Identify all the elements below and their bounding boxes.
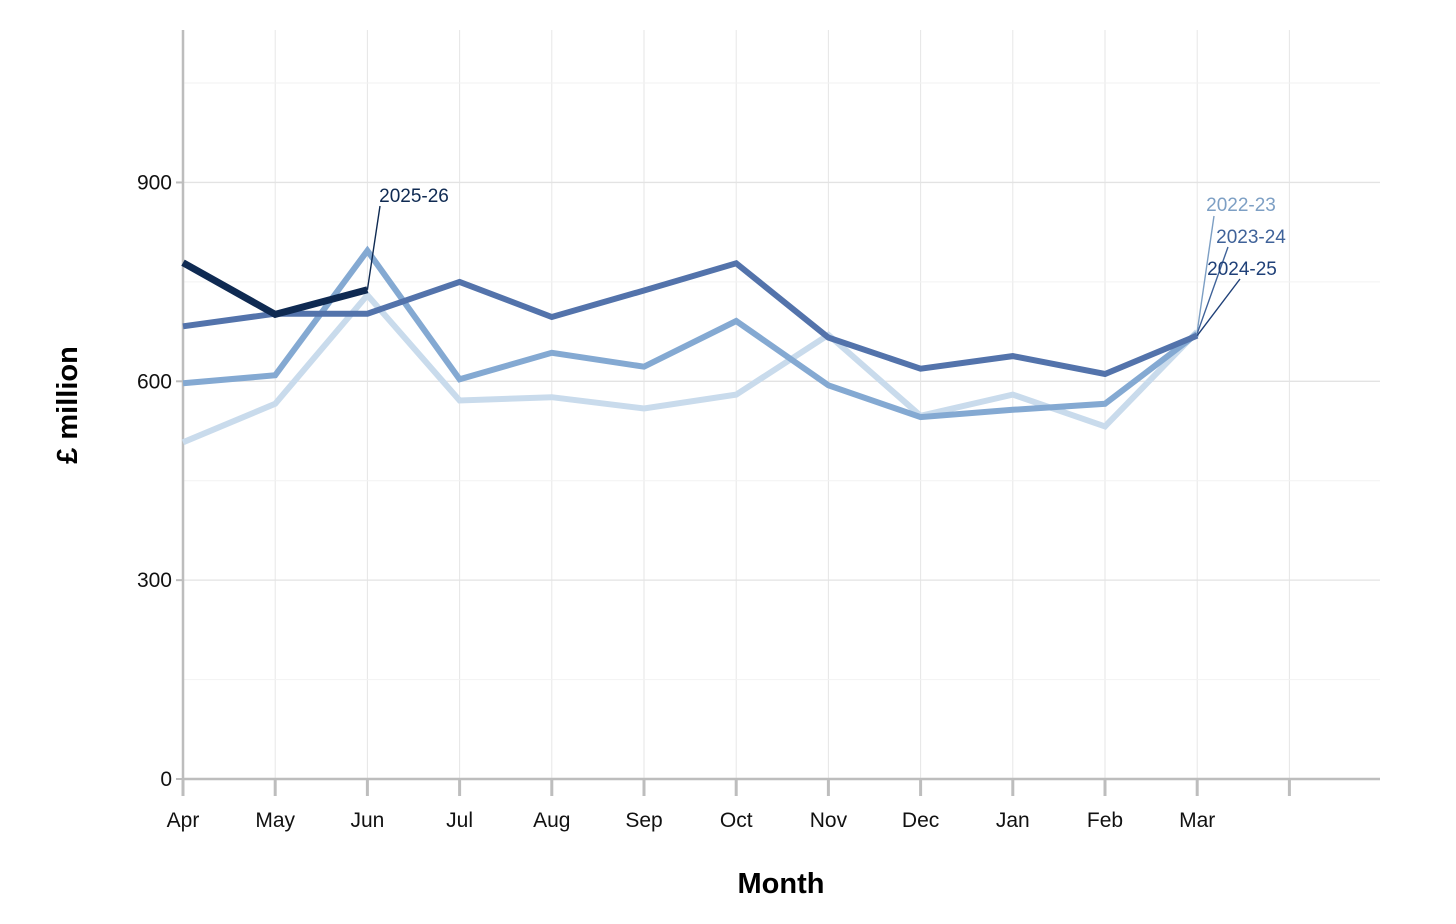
label-leader-line bbox=[1196, 215, 1215, 332]
x-tick-label: Dec bbox=[902, 809, 939, 832]
x-tick-label: Apr bbox=[167, 809, 200, 832]
x-tick-label: Oct bbox=[720, 809, 753, 832]
x-tick-label: Jul bbox=[446, 809, 473, 832]
x-tick-label: Mar bbox=[1179, 809, 1215, 832]
series-label-2023-24: 2023-24 bbox=[1216, 227, 1286, 248]
x-tick-label: Feb bbox=[1087, 809, 1123, 832]
label-leader-line bbox=[1196, 246, 1229, 334]
x-tick-label: May bbox=[255, 809, 295, 832]
gridlines bbox=[183, 30, 1380, 779]
series-label-2022-23: 2022-23 bbox=[1206, 195, 1276, 216]
series-line-2024-25 bbox=[182, 259, 1199, 378]
x-tick-label: Aug bbox=[533, 809, 570, 832]
tick-labels: Apr May Jun Jul Aug Sep Oct Nov Dec Jan Feb Mar 0 300… bbox=[137, 171, 1215, 832]
x-axis-title: Month bbox=[738, 868, 825, 900]
label-leader-line bbox=[366, 205, 381, 290]
y-tick-label: 300 bbox=[137, 569, 172, 592]
series-label-2024-25: 2024-25 bbox=[1207, 259, 1277, 280]
x-tick-label: Jun bbox=[350, 809, 384, 832]
series-labels: 2022-23 2023-24 2024-25 2025-26 bbox=[366, 186, 1286, 336]
label-leader-line bbox=[1196, 278, 1241, 336]
y-tick-label: 0 bbox=[160, 768, 172, 791]
axes bbox=[176, 30, 1380, 796]
x-tick-label: Sep bbox=[625, 809, 662, 832]
y-axis-title: £ million bbox=[52, 346, 84, 464]
x-tick-label: Jan bbox=[996, 809, 1030, 832]
series-line-2022-23 bbox=[181, 290, 1200, 446]
y-tick-label: 900 bbox=[137, 171, 172, 194]
x-tick-label: Nov bbox=[810, 809, 848, 832]
series-label-2025-26: 2025-26 bbox=[379, 186, 449, 207]
series-line-2023-24 bbox=[182, 245, 1200, 421]
series-line-2025-26 bbox=[181, 259, 369, 319]
series-lines bbox=[181, 245, 1200, 446]
y-tick-label: 600 bbox=[137, 370, 172, 393]
